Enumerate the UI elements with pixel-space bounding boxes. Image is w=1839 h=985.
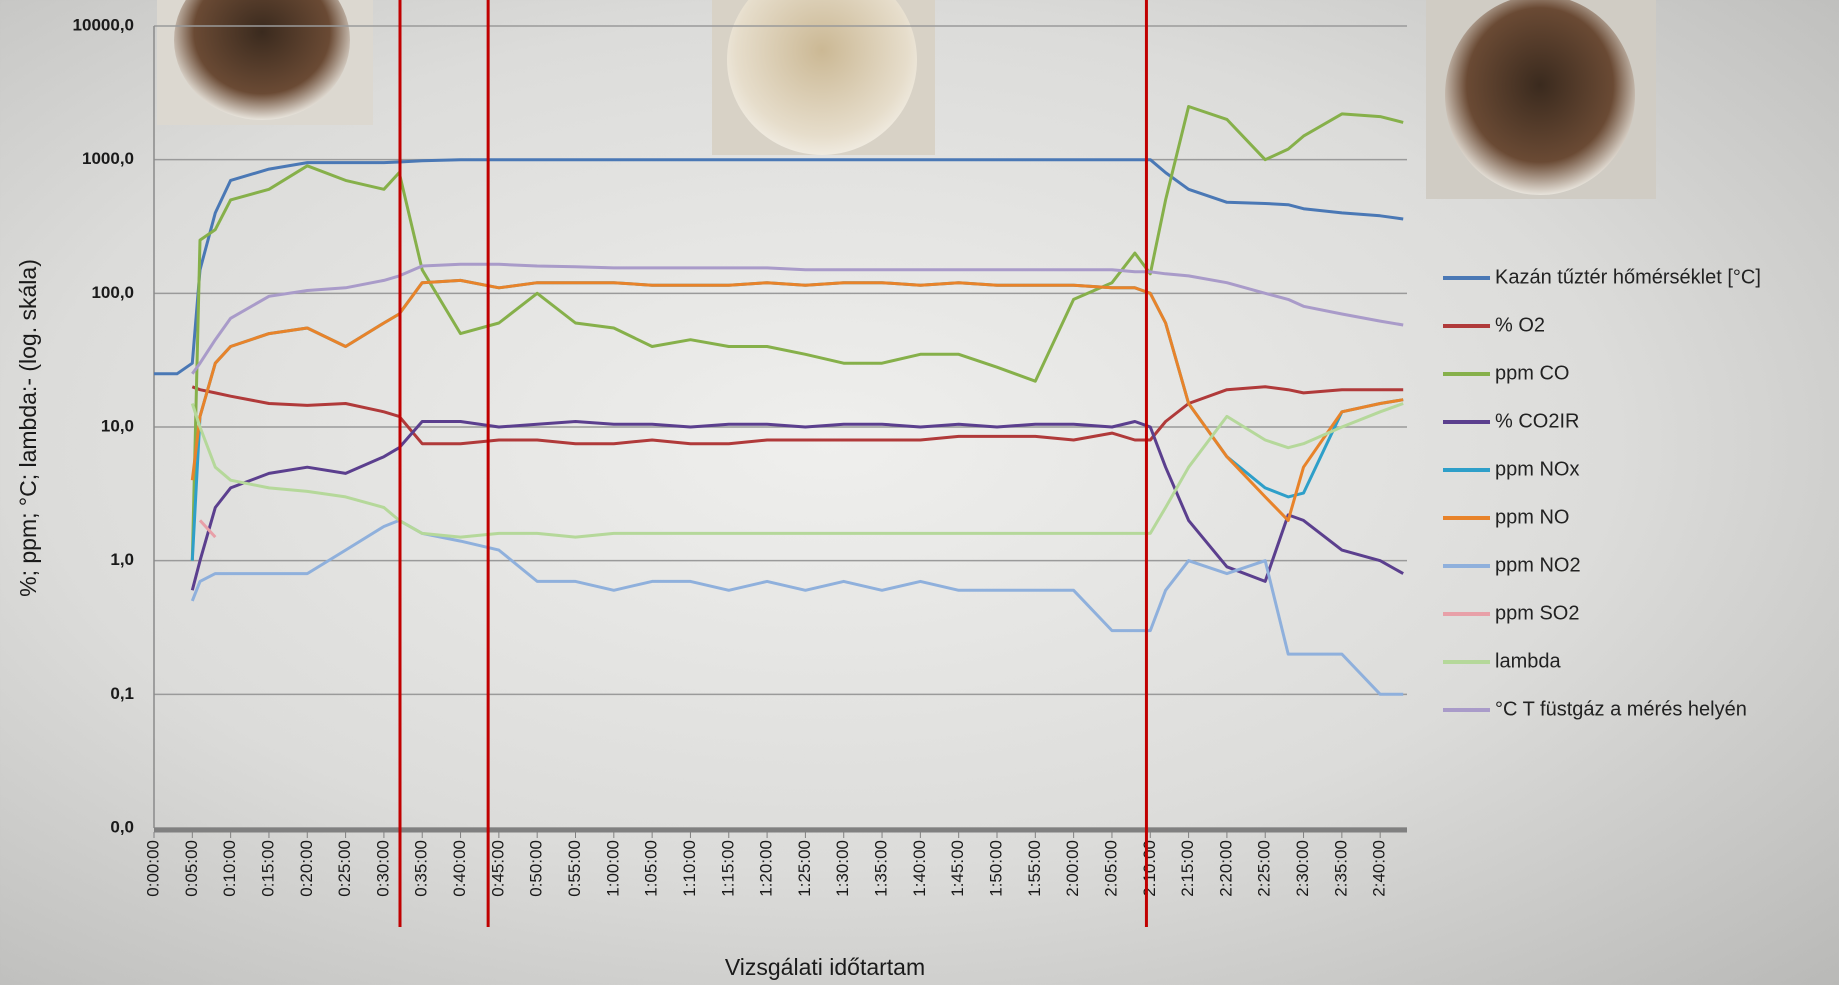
x-tick-label: 1:30:00 bbox=[833, 840, 852, 897]
y-tick-label: 0,1 bbox=[110, 684, 134, 703]
x-tick-label: 0:20:00 bbox=[297, 840, 316, 897]
chart: 0,00,11,010,0100,01000,010000,0 0:00:000… bbox=[0, 0, 1839, 985]
x-tick-label: 2:15:00 bbox=[1178, 840, 1197, 897]
x-tick-label: 0:15:00 bbox=[258, 840, 277, 897]
x-tick-label: 2:35:00 bbox=[1331, 840, 1350, 897]
x-axis: 0:00:00 0:05:00 0:10:00 0:15:00 0:20:00 0:25:… bbox=[143, 832, 1388, 897]
x-tick-label: 2:05:00 bbox=[1101, 840, 1120, 897]
x-tick-label: 2:00:00 bbox=[1063, 840, 1082, 897]
x-axis-title: Vizsgálati időtartam bbox=[725, 954, 925, 980]
x-tick-label: 0:35:00 bbox=[412, 840, 431, 897]
x-tick-label: 1:35:00 bbox=[872, 840, 891, 897]
x-tick-label: 2:30:00 bbox=[1293, 840, 1312, 897]
legend-label: % O2 bbox=[1495, 314, 1545, 336]
x-tick-label: 1:45:00 bbox=[948, 840, 967, 897]
x-tick-label: 1:15:00 bbox=[718, 840, 737, 897]
x-tick-label: 1:40:00 bbox=[910, 840, 929, 897]
photos bbox=[157, 0, 1656, 199]
y-axis-title: %; ppm; °C; lambda:- (log. skála) bbox=[15, 259, 41, 597]
y-tick-label: 10,0 bbox=[101, 416, 134, 435]
y-tick-label: 1000,0 bbox=[82, 149, 134, 168]
legend-label: ppm CO bbox=[1495, 362, 1569, 384]
series-line bbox=[192, 404, 1403, 538]
x-tick-label: 0:30:00 bbox=[373, 840, 392, 897]
series-line bbox=[192, 280, 1403, 520]
series-lines bbox=[154, 107, 1403, 695]
legend-label: ppm NO bbox=[1495, 506, 1569, 528]
x-tick-label: 0:40:00 bbox=[450, 840, 469, 897]
x-tick-label: 0:55:00 bbox=[565, 840, 584, 897]
series-line bbox=[192, 387, 1403, 444]
x-tick-label: 1:50:00 bbox=[986, 840, 1005, 897]
x-tick-label: 1:05:00 bbox=[642, 840, 661, 897]
legend-label: ppm NOx bbox=[1495, 458, 1579, 480]
x-tick-label: 2:25:00 bbox=[1255, 840, 1274, 897]
x-tick-label: 0:50:00 bbox=[527, 840, 546, 897]
legend-label: % CO2IR bbox=[1495, 410, 1579, 432]
series-line bbox=[192, 520, 1403, 694]
legend-label: ppm NO2 bbox=[1495, 554, 1581, 576]
x-tick-label: 0:00:00 bbox=[143, 840, 162, 897]
x-tick-label: 1:55:00 bbox=[1025, 840, 1044, 897]
legend-label: Kazán tűztér hőmérséklet [°C] bbox=[1495, 266, 1761, 288]
x-tick-label: 1:10:00 bbox=[680, 840, 699, 897]
y-tick-label: 0,0 bbox=[110, 817, 134, 836]
legend-label: lambda bbox=[1495, 650, 1561, 672]
y-tick-label: 10000,0 bbox=[73, 15, 134, 34]
x-tick-label: 2:10:00 bbox=[1140, 840, 1159, 897]
legend-label: °C T füstgáz a mérés helyén bbox=[1495, 698, 1747, 720]
x-tick-label: 1:00:00 bbox=[603, 840, 622, 897]
x-tick-label: 1:20:00 bbox=[757, 840, 776, 897]
series-line bbox=[192, 264, 1403, 374]
y-tick-label: 100,0 bbox=[91, 283, 134, 302]
legend-label: ppm SO2 bbox=[1495, 602, 1579, 624]
x-tick-label: 1:25:00 bbox=[795, 840, 814, 897]
x-tick-label: 0:25:00 bbox=[335, 840, 354, 897]
legend: Kazán tűztér hőmérséklet [°C] % O2 ppm CO%… bbox=[1443, 266, 1761, 720]
photo-pipe bbox=[1445, 0, 1635, 195]
x-tick-label: 0:10:00 bbox=[220, 840, 239, 897]
series-line bbox=[192, 107, 1403, 561]
x-tick-label: 0:05:00 bbox=[182, 840, 201, 897]
series-line bbox=[192, 280, 1403, 560]
x-tick-label: 2:20:00 bbox=[1216, 840, 1235, 897]
x-tick-label: 2:40:00 bbox=[1370, 840, 1389, 897]
series-line bbox=[154, 160, 1403, 374]
y-tick-label: 1,0 bbox=[110, 550, 134, 569]
x-tick-label: 0:45:00 bbox=[488, 840, 507, 897]
